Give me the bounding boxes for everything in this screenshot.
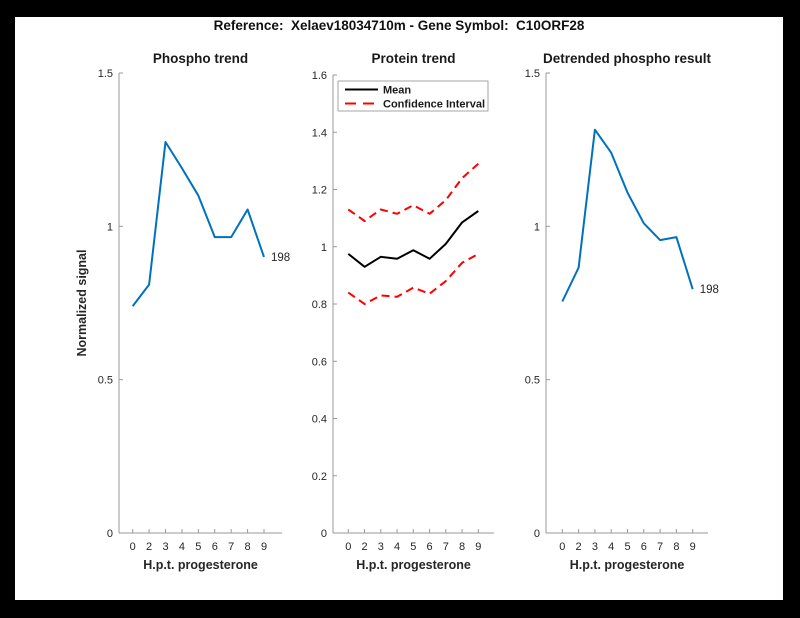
x-tick-label: 0: [130, 541, 136, 553]
x-tick-label: 2: [146, 541, 152, 553]
end-value-annotation: 198: [271, 252, 290, 264]
x-tick-label: 8: [459, 541, 465, 553]
x-tick-label: 9: [690, 541, 696, 553]
x-tick-label: 2: [361, 541, 367, 553]
x-tick-label: 5: [624, 541, 630, 553]
x-tick-label: 4: [394, 541, 400, 553]
x-tick-label: 6: [212, 541, 218, 553]
x-tick-label: 9: [261, 541, 267, 553]
x-tick-label: 3: [592, 541, 598, 553]
x-tick-label: 3: [378, 541, 384, 553]
y-tick-label: 0.8: [312, 299, 327, 311]
y-tick-label: 1.5: [98, 68, 113, 80]
end-value-annotation: 198: [700, 284, 719, 296]
series-line-mean: [347, 210, 479, 268]
y-tick-label: 0.2: [312, 471, 327, 483]
x-tick-label: 6: [426, 541, 432, 553]
series-line-detrended-phospho-signal: [561, 128, 694, 302]
x-tick-label: 3: [162, 541, 168, 553]
y-tick-label: 0.4: [312, 414, 327, 426]
x-tick-label: 6: [641, 541, 647, 553]
y-tick-label: 0.6: [312, 356, 327, 368]
x-tick-label: 7: [657, 541, 663, 553]
subplot-title: Phospho trend: [153, 51, 248, 66]
y-tick-label: 1: [534, 221, 540, 233]
y-tick-label: 1.6: [312, 70, 327, 82]
y-tick-label: 1.4: [312, 127, 327, 139]
y-tick-label: 0: [107, 528, 113, 540]
x-tick-label: 7: [228, 541, 234, 553]
subplot-title: Protein trend: [371, 51, 455, 66]
x-tick-label: 4: [179, 541, 185, 553]
y-tick-label: 0.5: [525, 375, 540, 387]
y-tick-label: 0: [321, 528, 327, 540]
x-tick-label: 0: [559, 541, 565, 553]
x-tick-label: 5: [195, 541, 201, 553]
x-tick-label: 5: [410, 541, 416, 553]
x-tick-label: 2: [576, 541, 582, 553]
y-tick-label: 1: [321, 242, 327, 254]
series-line-ci-lower: [347, 253, 479, 305]
y-tick-label: 1.5: [525, 68, 540, 80]
x-axis-label: H.p.t. progesterone: [143, 558, 258, 572]
matlab-figure-canvas: Reference: Xelaev18034710m - Gene Symbol…: [15, 17, 783, 600]
x-tick-label: 0: [345, 541, 351, 553]
legend-item-label: Confidence Interval: [383, 99, 485, 111]
x-tick-label: 4: [608, 541, 614, 553]
y-tick-label: 1: [107, 221, 113, 233]
series-line-phospho-signal: [131, 141, 265, 307]
x-axis-label: H.p.t. progesterone: [570, 558, 685, 572]
x-tick-label: 7: [443, 541, 449, 553]
legend: Mean Confidence Interval: [337, 80, 489, 112]
x-axis-label: H.p.t. progesterone: [356, 558, 471, 572]
legend-item-label: Mean: [383, 85, 411, 97]
subplot-title: Detrended phospho result: [543, 51, 712, 66]
series-line-ci-upper: [347, 162, 479, 222]
legend-border: [337, 80, 489, 112]
x-tick-label: 8: [673, 541, 679, 553]
figure-title: Reference: Xelaev18034710m - Gene Symbol…: [213, 18, 585, 33]
y-tick-label: 0.5: [98, 375, 113, 387]
x-tick-label: 9: [475, 541, 481, 553]
x-tick-label: 8: [245, 541, 251, 553]
y-tick-label: 0: [534, 528, 540, 540]
y-tick-label: 1.2: [312, 185, 327, 197]
y-axis-label: Normalized signal: [75, 250, 89, 357]
